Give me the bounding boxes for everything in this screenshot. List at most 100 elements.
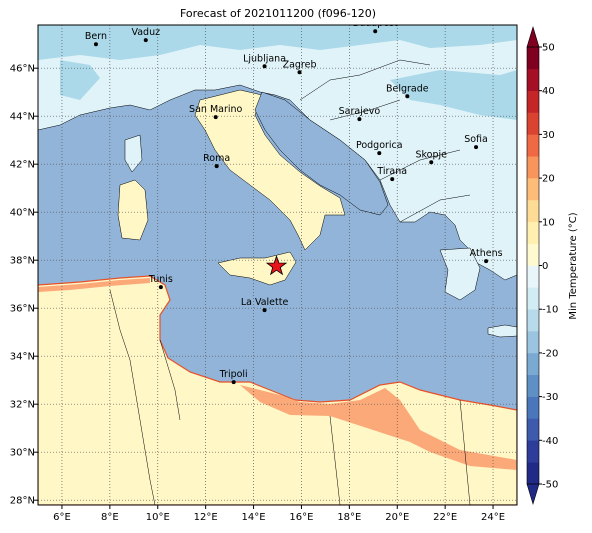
city-label: Ljubljana	[243, 53, 286, 64]
sardinia	[117, 179, 149, 241]
colorbar-tick-label: 50	[542, 43, 555, 54]
city-label: Belgrade	[386, 83, 429, 94]
colorbar-segment	[527, 418, 539, 441]
city-label: Budapest	[353, 18, 398, 29]
city-label: Sofia	[464, 134, 488, 145]
city-label: Athens	[470, 248, 503, 259]
city-dot	[158, 285, 163, 290]
city-label: Sarajevo	[339, 106, 381, 117]
x-tick-label: 6°E	[53, 512, 71, 523]
colorbar-segment	[527, 134, 539, 157]
colorbar-segment	[527, 221, 539, 244]
x-tick-label: 20°E	[385, 512, 409, 523]
x-tick-label: 8°E	[101, 512, 119, 523]
colorbar-segment	[527, 331, 539, 354]
crete	[487, 324, 517, 338]
city-dot	[143, 38, 148, 43]
x-tick-label: 16°E	[289, 512, 313, 523]
colorbar-segment	[527, 47, 539, 70]
y-tick-label: 36°N	[10, 304, 35, 315]
colorbar-tick-label: -40	[542, 436, 558, 447]
colorbar-segment	[527, 374, 539, 397]
colorbar-tick-label: -20	[542, 348, 558, 359]
y-tick-label: 32°N	[10, 400, 35, 411]
adriatic-sea	[254, 91, 389, 216]
y-tick-label: 30°N	[10, 448, 35, 459]
colorbar-tick-label: 20	[542, 174, 555, 185]
x-tick-label: 14°E	[242, 512, 266, 523]
colorbar-segment	[527, 462, 539, 485]
city-dot	[262, 308, 267, 313]
city-dot	[474, 145, 479, 150]
highlight-star	[265, 254, 288, 276]
y-tick-label: 42°N	[10, 160, 35, 171]
title: Forecast of 2021011200 (f096-120)	[180, 7, 376, 20]
colorbar-tick-label: 30	[542, 130, 555, 141]
colorbar-tick-label: 40	[542, 86, 555, 97]
city-label: San Marino	[189, 104, 242, 115]
city-dot	[214, 164, 219, 169]
colorbar-tick-label: -10	[542, 305, 558, 316]
city-label: La Valette	[241, 297, 289, 308]
x-tick-label: 24°E	[481, 512, 505, 523]
colorbar-segment	[527, 287, 539, 310]
colorbar-segment	[527, 309, 539, 332]
corsica	[124, 134, 143, 173]
colorbar-segment	[527, 199, 539, 223]
city-label: Bern	[85, 31, 107, 42]
y-tick-label: 34°N	[10, 352, 35, 363]
y-tick-label: 40°N	[10, 208, 35, 219]
africa	[38, 275, 517, 505]
colorbar-tick-label: 0	[542, 261, 548, 272]
city-label: Tripoli	[219, 369, 248, 380]
colorbar-segment	[527, 396, 539, 419]
x-tick-label: 18°E	[337, 512, 361, 523]
colorbar-tick-label: -50	[542, 480, 558, 491]
y-tick-label: 38°N	[10, 256, 35, 267]
colorbar-segment	[527, 440, 539, 463]
map-frame	[37, 24, 518, 506]
colorbar-segment	[527, 90, 539, 113]
city-label: Tirana	[376, 166, 407, 177]
colorbar-segment	[527, 352, 539, 376]
y-tick-label: 28°N	[10, 496, 35, 507]
city-dot	[213, 115, 218, 120]
city-label: Roma	[203, 153, 230, 164]
colorbar-extend-top	[526, 25, 540, 48]
x-tick-label: 22°E	[433, 512, 457, 523]
colorbar-segment	[527, 112, 539, 135]
city-label: Tunis	[148, 274, 173, 285]
peloponnese	[439, 247, 481, 301]
colorbar-segment	[527, 265, 539, 288]
cold-zone	[38, 25, 517, 120]
city-dot	[231, 380, 236, 385]
colorbar-segment	[527, 156, 539, 179]
city-dot	[429, 160, 434, 165]
italy	[194, 89, 346, 251]
y-tick-label: 46°N	[10, 64, 35, 75]
x-tick-label: 10°E	[146, 512, 170, 523]
colorbar-segment	[527, 178, 539, 201]
city-dot	[262, 64, 267, 69]
city-dot	[377, 151, 382, 156]
city-dot	[297, 70, 302, 75]
city-dot	[357, 117, 362, 122]
colorbar-segment	[527, 68, 539, 91]
x-tick-label: 12°E	[194, 512, 218, 523]
city-dot	[405, 94, 410, 99]
city-label: Podgorica	[356, 140, 403, 151]
city-label: Zagreb	[283, 59, 317, 70]
colorbar-segment	[527, 243, 539, 266]
colorbar-tick-label: -30	[542, 392, 558, 403]
city-dot	[390, 177, 395, 182]
city-label: Skopje	[415, 149, 447, 160]
city-label: Vaduz	[131, 27, 160, 38]
city-dot	[373, 29, 378, 34]
city-dot	[484, 259, 489, 264]
colorbar-extend-bottom	[526, 483, 540, 506]
colorbar-label: Min Temperature (°C)	[568, 212, 579, 319]
colorbar-tick-label: 10	[542, 217, 555, 228]
